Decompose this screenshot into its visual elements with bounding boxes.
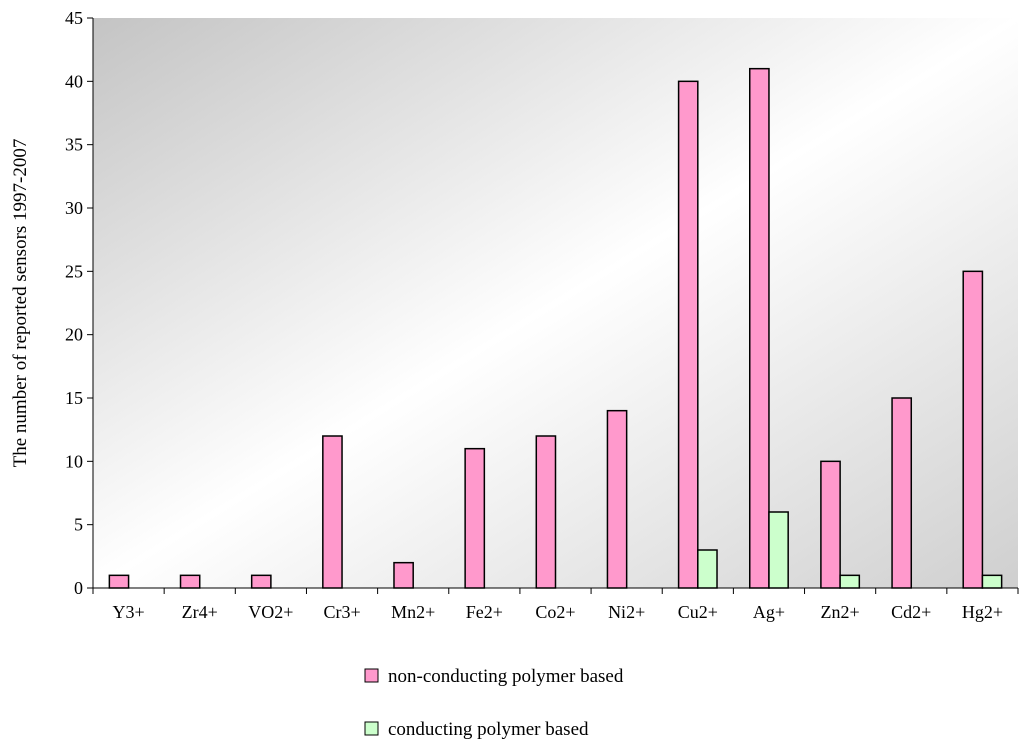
legend-label-conducting: conducting polymer based xyxy=(388,719,589,740)
legend-swatch-conducting xyxy=(364,721,379,736)
y-tick-label: 5 xyxy=(74,515,83,535)
bar-non-conducting xyxy=(962,270,984,589)
y-tick-label: 35 xyxy=(65,135,83,155)
x-tick-label: Cd2+ xyxy=(891,602,931,622)
legend-label-non-conducting: non-conducting polymer based xyxy=(388,666,624,687)
y-tick-label: 40 xyxy=(65,71,83,91)
legend-swatch-non-conducting xyxy=(364,668,379,683)
y-axis: 0 5 10 15 20 25 30 35 40 45 xyxy=(65,8,94,598)
bar-non-conducting xyxy=(606,409,628,589)
bar-non-conducting xyxy=(179,574,201,589)
bar-non-conducting xyxy=(108,574,130,589)
bars xyxy=(108,67,1003,589)
y-tick-label: 25 xyxy=(65,261,83,281)
y-tick-label: 10 xyxy=(65,451,83,471)
x-axis: Y3+ Zr4+ VO2+ Cr3+ Mn2+ Fe2+ Co2+ Ni2+ Cu2+ Ag+ Zn… xyxy=(92,587,1019,622)
x-tick-label: Hg2+ xyxy=(962,602,1003,622)
y-tick-label: 30 xyxy=(65,198,83,218)
bar-non-conducting xyxy=(677,80,699,589)
x-tick-label: Ni2+ xyxy=(608,602,645,622)
legend: non-conducting polymer based conducting … xyxy=(364,666,624,740)
x-tick-label: Ag+ xyxy=(753,602,785,622)
bar-non-conducting xyxy=(535,435,557,589)
y-tick-label: 0 xyxy=(74,578,83,598)
x-tick-label: Fe2+ xyxy=(466,602,503,622)
legend-item-conducting: conducting polymer based xyxy=(364,719,589,740)
bar-conducting xyxy=(981,574,1003,589)
x-tick-label: Zr4+ xyxy=(182,602,218,622)
bar-non-conducting xyxy=(322,435,343,589)
bar-non-conducting xyxy=(464,447,486,589)
bar-non-conducting xyxy=(749,67,770,589)
x-tick-label: Y3+ xyxy=(112,602,144,622)
x-tick-label: VO2+ xyxy=(248,602,293,622)
x-tick-label: Mn2+ xyxy=(391,602,435,622)
bar-non-conducting xyxy=(393,561,414,589)
legend-item-non-conducting: non-conducting polymer based xyxy=(364,666,624,687)
x-tick-label: Cr3+ xyxy=(323,602,360,622)
y-tick-label: 20 xyxy=(65,325,83,345)
bar-non-conducting xyxy=(891,397,913,589)
bar-conducting xyxy=(839,574,861,589)
bar-non-conducting xyxy=(820,460,841,589)
x-tick-label: Cu2+ xyxy=(678,602,718,622)
x-tick-label: Co2+ xyxy=(535,602,575,622)
y-tick-label: 15 xyxy=(65,388,83,408)
bar-non-conducting xyxy=(250,574,272,589)
bar-conducting xyxy=(697,549,718,589)
y-tick-label: 45 xyxy=(65,8,83,28)
bar-conducting xyxy=(768,511,789,589)
y-axis-label: The number of reported sensors 1997-2007 xyxy=(10,139,31,468)
x-tick-label: Zn2+ xyxy=(821,602,860,622)
